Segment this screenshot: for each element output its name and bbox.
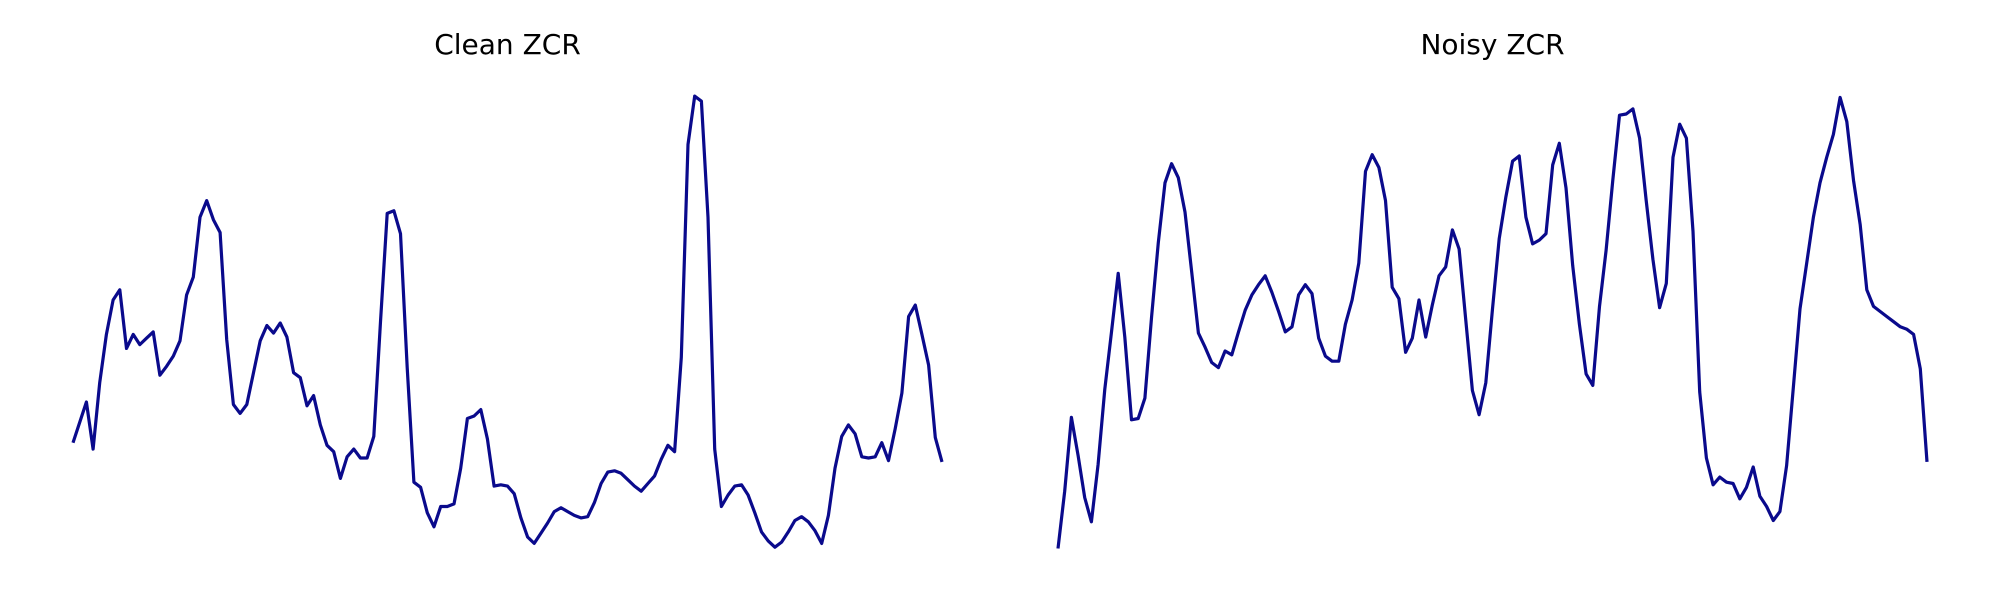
chart-title: Noisy ZCR xyxy=(1420,28,1564,61)
data-line xyxy=(1056,95,1929,549)
data-line xyxy=(71,94,944,549)
chart-title: Clean ZCR xyxy=(434,28,581,61)
